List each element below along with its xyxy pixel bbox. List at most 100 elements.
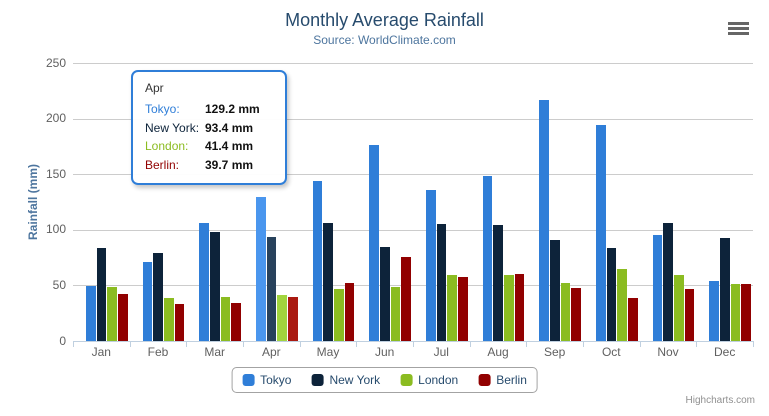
bar-london-jul[interactable] — [447, 275, 457, 341]
bar-london-apr[interactable] — [277, 295, 287, 341]
bar-london-nov[interactable] — [674, 275, 684, 341]
bar-london-mar[interactable] — [220, 297, 231, 341]
x-axis-tick — [413, 341, 414, 347]
x-tick-label-may: May — [316, 345, 340, 359]
tooltip-header: Apr — [145, 81, 164, 95]
legend-symbol-icon — [311, 374, 324, 386]
bar-new-york-jul[interactable] — [436, 224, 447, 341]
bar-new-york-aug[interactable] — [493, 225, 503, 341]
x-axis-tick — [243, 341, 244, 347]
x-axis-tick — [753, 341, 754, 347]
bar-tokyo-aug[interactable] — [482, 175, 493, 341]
context-menu-button[interactable] — [727, 20, 750, 38]
tooltip: Apr Tokyo: 129.2 mm New York: 93.4 mm London… — [131, 70, 287, 185]
bar-london-feb[interactable] — [164, 297, 174, 341]
bar-berlin-sep[interactable] — [571, 288, 581, 341]
bar-berlin-jan[interactable] — [118, 293, 128, 341]
x-axis-tick — [526, 341, 528, 347]
x-axis-tick — [129, 341, 131, 347]
gridline-150 — [73, 174, 753, 176]
legend-label: New York — [329, 373, 381, 387]
legend: Tokyo New York London Berlin — [231, 367, 538, 393]
x-tick-label-mar: Mar — [204, 345, 226, 359]
bar-new-york-oct[interactable] — [606, 248, 617, 341]
bar-tokyo-jul[interactable] — [426, 190, 436, 341]
bar-tokyo-dec[interactable] — [709, 280, 719, 341]
y-tick-label: 150 — [45, 166, 66, 181]
legend-symbol-icon — [400, 374, 413, 386]
x-axis-tick — [186, 341, 188, 347]
x-tick-label-sep: Sep — [544, 345, 566, 359]
legend-item-london[interactable]: London — [400, 373, 458, 387]
bar-tokyo-sep[interactable] — [539, 100, 549, 341]
bar-new-york-jan[interactable] — [96, 248, 107, 341]
bar-new-york-may[interactable] — [323, 223, 333, 341]
x-tick-label-oct: Oct — [601, 345, 621, 359]
bar-new-york-apr[interactable] — [266, 237, 277, 341]
bar-berlin-may[interactable] — [344, 282, 355, 341]
chart-title: Monthly Average Rainfall — [285, 10, 484, 30]
y-tick-label: 200 — [45, 111, 66, 126]
bar-tokyo-mar[interactable] — [199, 222, 209, 341]
bar-new-york-dec[interactable] — [720, 238, 730, 341]
bar-tokyo-nov[interactable] — [652, 234, 663, 341]
tooltip-rows: Tokyo: 129.2 mm New York: 93.4 mm London: 41.… — [145, 100, 273, 174]
legend-item-tokyo[interactable]: Tokyo — [242, 373, 291, 387]
legend-label: Berlin — [496, 373, 527, 387]
x-axis-tick — [299, 341, 301, 347]
bar-london-aug[interactable] — [504, 274, 514, 341]
bar-new-york-feb[interactable] — [153, 253, 163, 341]
legend-label: Tokyo — [260, 373, 292, 387]
bar-tokyo-may[interactable] — [312, 180, 323, 341]
bar-new-york-nov[interactable] — [663, 222, 673, 341]
gridline-250 — [73, 63, 753, 64]
x-axis-tick — [356, 341, 358, 347]
x-tick-label-jan: Jan — [91, 345, 111, 359]
bar-london-jan[interactable] — [107, 286, 117, 341]
bar-new-york-jun[interactable] — [380, 247, 390, 341]
bar-tokyo-apr[interactable] — [256, 197, 266, 341]
x-tick-label-feb: Feb — [147, 345, 169, 359]
legend-item-new-york[interactable]: New York — [311, 373, 380, 387]
y-tick-label: 50 — [52, 277, 66, 292]
bar-tokyo-jan[interactable] — [86, 285, 96, 341]
bar-london-jun[interactable] — [390, 287, 401, 341]
bar-london-dec[interactable] — [730, 284, 741, 341]
y-tick-label: 250 — [45, 55, 66, 70]
gridline-50 — [73, 285, 753, 287]
bar-london-oct[interactable] — [617, 268, 627, 341]
bar-berlin-jun[interactable] — [401, 257, 411, 341]
x-axis-tick — [639, 341, 641, 347]
bar-new-york-mar[interactable] — [210, 231, 220, 341]
bar-tokyo-jun[interactable] — [369, 145, 379, 341]
legend-symbol-icon — [478, 374, 491, 386]
gridline-100 — [73, 229, 753, 231]
bar-berlin-jul[interactable] — [458, 277, 468, 341]
bar-tokyo-oct[interactable] — [596, 125, 606, 341]
bar-london-sep[interactable] — [560, 282, 571, 341]
y-tick-label: 0 — [59, 333, 66, 348]
bar-new-york-sep[interactable] — [550, 239, 560, 341]
bar-berlin-feb[interactable] — [174, 304, 185, 341]
bar-berlin-mar[interactable] — [231, 302, 241, 341]
x-axis-tick — [73, 341, 74, 347]
tooltip-row-berlin: Berlin: 39.7 mm — [145, 157, 254, 172]
bar-tokyo-feb[interactable] — [142, 261, 153, 341]
bar-berlin-dec[interactable] — [741, 284, 751, 341]
x-tick-label-jun: Jun — [375, 345, 395, 359]
y-tick-label: 100 — [45, 222, 66, 237]
tooltip-row-london: London: 41.4 mm — [145, 139, 254, 153]
legend-symbol-icon — [242, 374, 255, 386]
x-axis-tick — [583, 341, 584, 347]
bar-berlin-aug[interactable] — [514, 273, 525, 341]
credits-link[interactable]: Highcharts.com — [685, 395, 755, 406]
x-axis-tick — [696, 341, 698, 347]
hamburger-icon — [728, 21, 749, 35]
tooltip-row-new-york: New York: 93.4 mm — [145, 120, 254, 135]
legend-item-berlin[interactable]: Berlin — [478, 373, 527, 387]
bar-berlin-oct[interactable] — [628, 297, 638, 341]
bar-berlin-apr[interactable] — [288, 296, 298, 341]
bar-london-may[interactable] — [334, 288, 344, 341]
bar-berlin-nov[interactable] — [684, 289, 695, 341]
